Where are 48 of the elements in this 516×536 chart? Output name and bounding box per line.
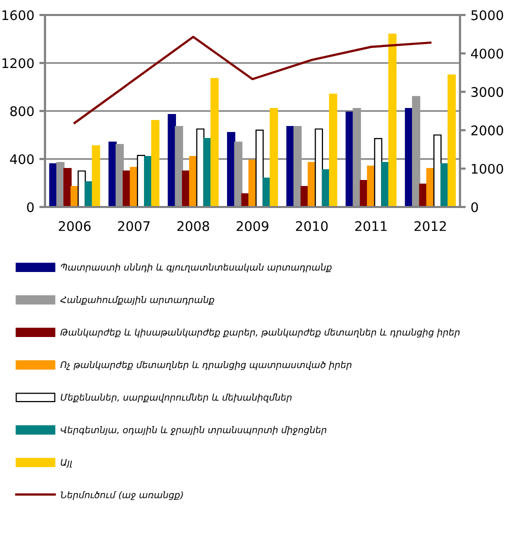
legend-label: Հանքահումքային արտադրանք [60, 296, 214, 305]
bar [329, 94, 338, 207]
bar [174, 126, 184, 207]
x-tick-label: 2011 [355, 221, 387, 232]
y2-tick-label: 4000 [471, 48, 504, 59]
x-tick-label: 2009 [236, 221, 268, 232]
y2-tick-label: 0 [471, 202, 478, 212]
legend-label: Այլ [60, 458, 72, 468]
y2-tick-label: 1000 [472, 164, 504, 174]
bar [116, 144, 124, 207]
bar [256, 130, 264, 207]
legend-label: Մեքենաներ, սարքավորումներ և մեխանիզմներ [60, 394, 292, 402]
bar [92, 145, 100, 207]
bar [381, 162, 390, 207]
x-tick-label: 2006 [58, 221, 91, 232]
legend-label: Վերգետնյա, օդային և ջրային տրանսպորտի միջոցներ [60, 426, 326, 436]
line-series [74, 36, 432, 124]
y-tick-label: 400 [10, 154, 34, 164]
y-tick-label: 0 [27, 202, 34, 212]
y2-tick-label: 5000 [471, 10, 504, 20]
x-tick-label: 2008 [177, 221, 210, 232]
bar [293, 126, 302, 207]
bar [374, 138, 382, 207]
bar [308, 162, 316, 207]
y2-tick-label: 3000 [471, 87, 504, 97]
bar [314, 128, 324, 207]
bar [210, 78, 219, 207]
bar [196, 128, 204, 207]
bar [49, 163, 58, 207]
bar [448, 74, 456, 207]
bar [151, 120, 160, 207]
bar [234, 142, 242, 207]
bar [412, 96, 420, 207]
y-tick-label: 1600 [2, 10, 34, 20]
x-tick-label: 2012 [414, 221, 446, 232]
bar [270, 108, 278, 207]
bar [352, 108, 361, 207]
legend-label: Ոչ թանկարժեք մետաղներ և դրանցից պատրաստված իրեր [60, 361, 352, 370]
y2-tick-label: 2000 [471, 125, 504, 136]
bar [388, 34, 397, 207]
y-tick-label: 1200 [2, 58, 34, 68]
legend-label: Թանկարժեք և կիսաթանկարժեք քարեր, թանկարժեք մետաղներ և դրանցից իրեր [60, 328, 460, 338]
x-tick-label: 2010 [296, 221, 328, 232]
x-tick-label: 2007 [118, 221, 150, 232]
legend-label: Ներմուծում (աջ առանցք) [60, 491, 183, 500]
legend-label: Պատրաստի սննդի և գյուղատնտեսական արտադրանք [60, 264, 332, 272]
y-tick-label: 800 [10, 106, 34, 116]
bar [78, 170, 86, 207]
